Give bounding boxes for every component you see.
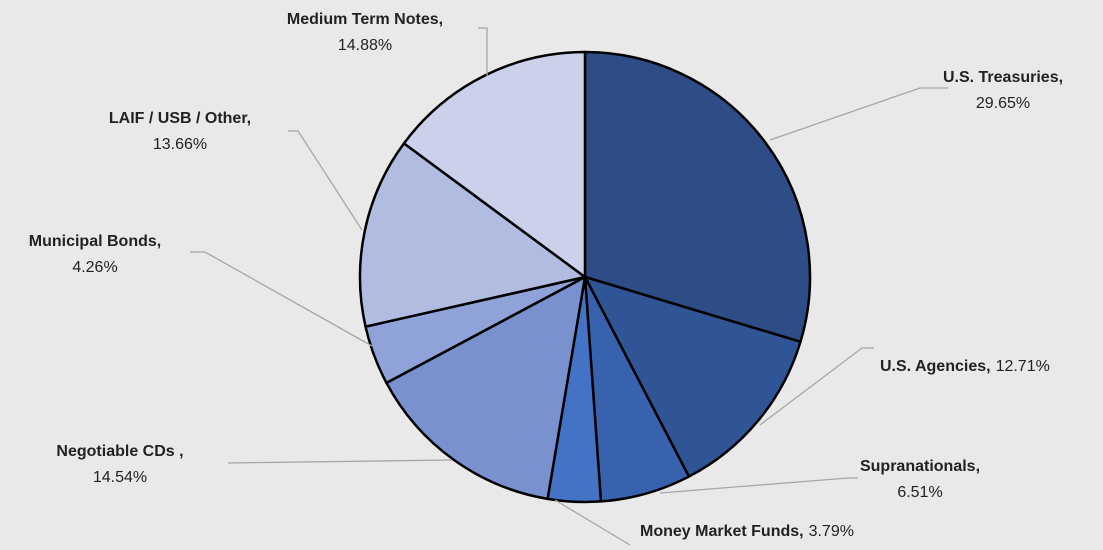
data-label: LAIF / USB / Other, 13.66% (109, 110, 251, 153)
leader-line (659, 477, 858, 494)
data-label: Money Market Funds, 3.79% (640, 523, 854, 540)
category-label: U.S. Treasuries, (943, 69, 1063, 86)
data-label: U.S. Treasuries, 29.65% (943, 69, 1063, 112)
data-label: Supranationals, 6.51% (860, 458, 980, 501)
data-label: U.S. Agencies, 12.71% (880, 358, 1050, 375)
value-label: 6.51% (897, 484, 942, 501)
leader-line (554, 499, 631, 546)
category-label: Medium Term Notes, (287, 11, 443, 28)
category-label: Negotiable CDs , (56, 443, 183, 460)
data-label: Negotiable CDs , 14.54% (56, 443, 183, 486)
value-label: 29.65% (976, 95, 1030, 112)
category-label: Money Market Funds, (640, 523, 804, 540)
data-label: Municipal Bonds, 4.26% (29, 233, 161, 276)
pie-slice (385, 275, 587, 501)
category-label: LAIF / USB / Other, (109, 110, 251, 127)
pie-slice (583, 50, 812, 344)
category-label: Supranationals, (860, 458, 980, 475)
leader-line (288, 130, 363, 231)
category-label: U.S. Agencies, (880, 358, 991, 375)
value-label: 14.54% (93, 469, 147, 486)
pie-slice (402, 50, 587, 279)
value-label: 12.71% (996, 358, 1050, 375)
data-label: Medium Term Notes, 14.88% (287, 11, 443, 54)
leader-line (190, 251, 373, 347)
pie-slice (358, 142, 587, 328)
leader-line (478, 27, 488, 76)
leader-line (759, 347, 874, 426)
leader-line (769, 87, 948, 141)
value-label: 3.79% (809, 523, 854, 540)
leader-line (227, 459, 453, 464)
value-label: 13.66% (153, 136, 207, 153)
pie-slice (583, 275, 802, 478)
category-label: Municipal Bonds, (29, 233, 161, 250)
value-label: 14.88% (338, 37, 392, 54)
value-label: 4.26% (72, 259, 117, 276)
